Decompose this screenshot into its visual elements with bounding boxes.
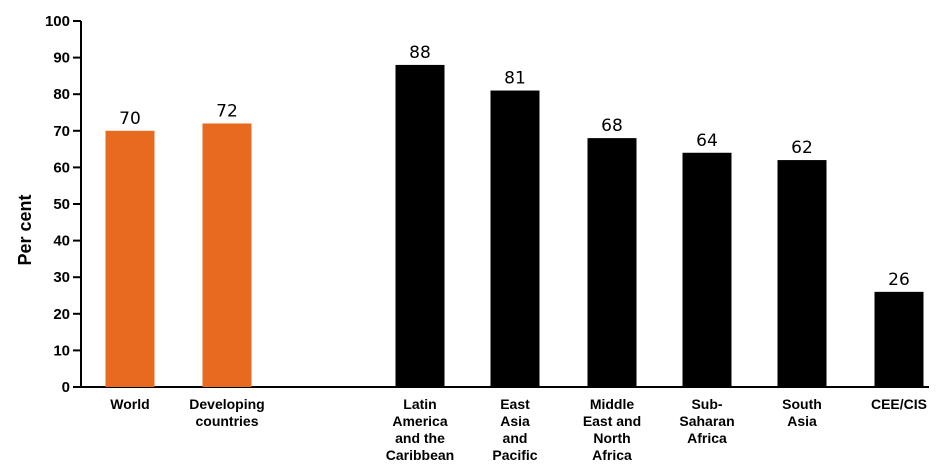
y-tick-label: 20 (53, 306, 70, 323)
bar (777, 160, 827, 387)
y-tick-label: 90 (53, 50, 70, 67)
y-tick-label: 80 (53, 86, 70, 103)
x-tick-label: Caribbean (386, 447, 454, 463)
bar (105, 130, 155, 388)
y-tick-label: 10 (53, 342, 70, 359)
data-label: 64 (696, 131, 718, 151)
bar (490, 90, 540, 387)
y-tick-label: 60 (53, 159, 70, 176)
x-tick-label: and (503, 430, 528, 446)
x-tick-label: Saharan (679, 413, 734, 429)
data-label: 88 (409, 43, 431, 63)
bar (202, 123, 252, 387)
x-tick-label: Asia (500, 413, 530, 429)
bars (105, 64, 924, 388)
x-tick-label: Latin (403, 396, 436, 412)
y-tick-label: 70 (53, 123, 70, 140)
data-label: 62 (791, 138, 813, 158)
bar (395, 64, 445, 388)
x-tick-label: Africa (592, 447, 632, 463)
x-tick-label: America (392, 413, 447, 429)
y-tick-label: 40 (53, 233, 70, 250)
x-tick-label: countries (195, 413, 258, 429)
x-tick-label: East and (583, 413, 641, 429)
data-label: 81 (504, 69, 526, 89)
x-tick-label: North (593, 430, 630, 446)
x-tick-label: Middle (590, 396, 635, 412)
x-tick-label: Pacific (492, 447, 537, 463)
x-tick-label: South (782, 396, 822, 412)
data-label: 68 (601, 116, 623, 136)
x-tick-label: Africa (687, 430, 727, 446)
bar (587, 138, 637, 387)
x-tick-label: East (500, 396, 530, 412)
x-tick-label: CEE/CIS (871, 396, 927, 412)
bar (874, 291, 924, 387)
bar (682, 152, 732, 387)
x-tick-label: and the (395, 430, 445, 446)
y-tick-label: 50 (53, 196, 70, 213)
data-label: 26 (888, 270, 910, 290)
x-tick-label: Sub- (691, 396, 722, 412)
x-tick-label: Developing (189, 396, 264, 412)
y-tick-label: 0 (62, 379, 70, 396)
x-tick-label: World (110, 396, 149, 412)
y-tick-label: 30 (53, 269, 70, 286)
data-label: 72 (216, 101, 238, 121)
data-label: 70 (119, 109, 141, 129)
x-tick-label: Asia (787, 413, 817, 429)
value-labels: 70 72 88 81 68 64 62 26 (119, 43, 910, 290)
y-tick-label: 100 (45, 13, 70, 30)
y-axis-title: Per cent (15, 194, 35, 265)
